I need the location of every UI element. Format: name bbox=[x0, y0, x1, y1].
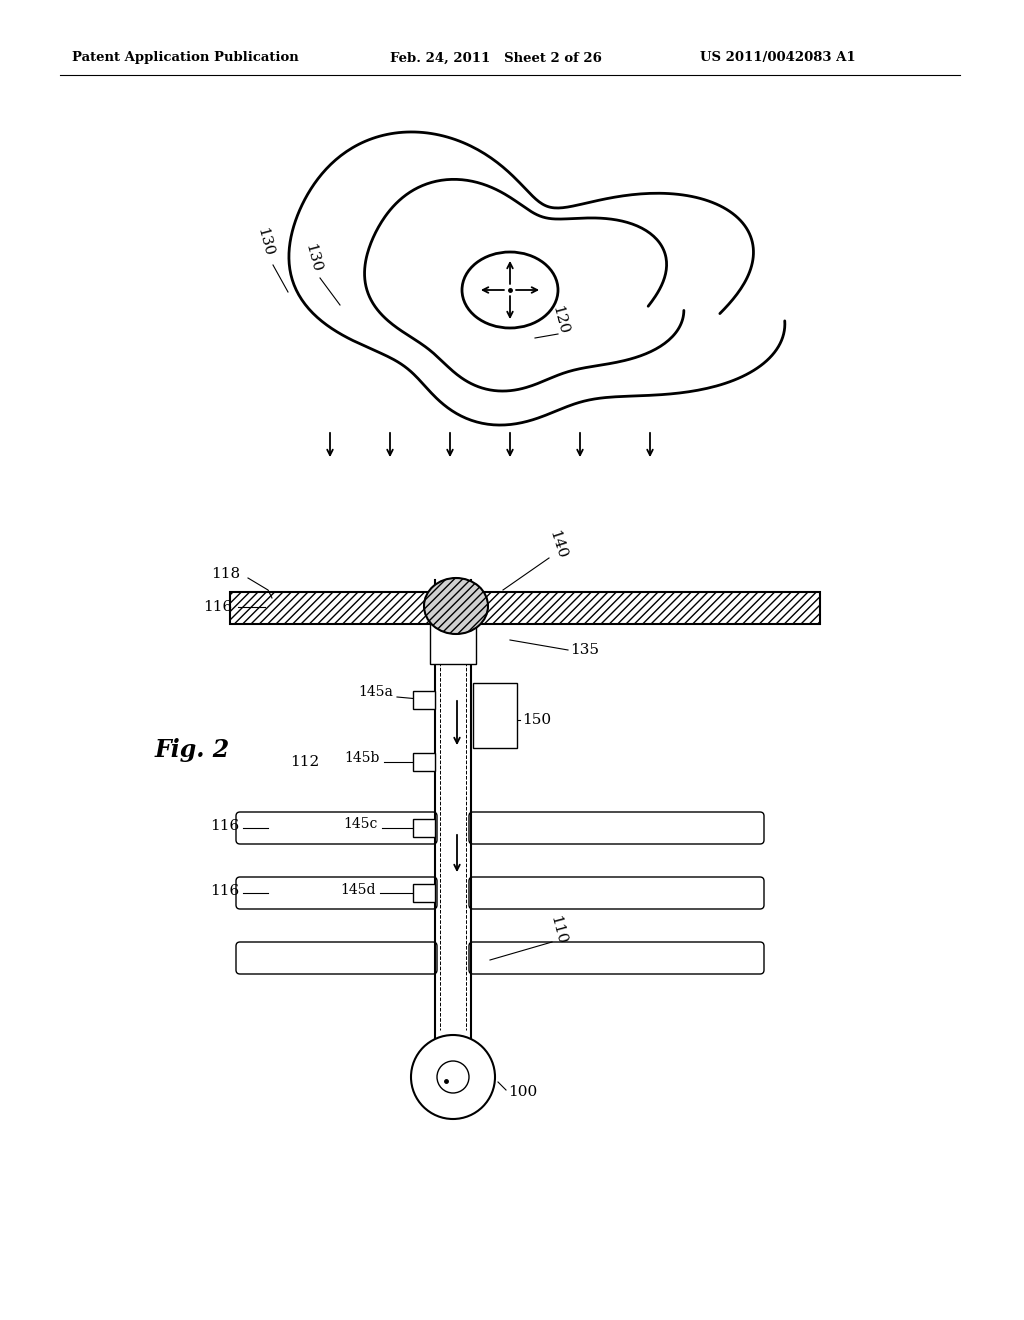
FancyBboxPatch shape bbox=[469, 812, 764, 843]
Ellipse shape bbox=[462, 252, 558, 327]
Text: 130: 130 bbox=[255, 226, 275, 257]
Bar bbox=[430, 624, 476, 664]
Text: 120: 120 bbox=[550, 304, 570, 335]
Text: Fig. 2: Fig. 2 bbox=[155, 738, 230, 762]
Bar bbox=[413, 884, 435, 902]
Text: 116: 116 bbox=[203, 601, 232, 614]
Bar bbox=[413, 690, 435, 709]
Text: 118: 118 bbox=[211, 568, 240, 581]
Ellipse shape bbox=[424, 578, 488, 634]
Text: 100: 100 bbox=[508, 1085, 538, 1100]
Text: 145c: 145c bbox=[344, 817, 378, 832]
Bar bbox=[230, 591, 820, 624]
Text: 145b: 145b bbox=[345, 751, 380, 766]
Circle shape bbox=[437, 1061, 469, 1093]
Text: 130: 130 bbox=[302, 242, 324, 273]
Text: 112: 112 bbox=[291, 755, 319, 770]
Bar bbox=[473, 682, 517, 748]
Text: 145a: 145a bbox=[358, 685, 393, 700]
FancyBboxPatch shape bbox=[236, 812, 437, 843]
Bar bbox=[230, 591, 820, 624]
Text: 110: 110 bbox=[548, 913, 568, 946]
FancyBboxPatch shape bbox=[236, 942, 437, 974]
Text: Feb. 24, 2011   Sheet 2 of 26: Feb. 24, 2011 Sheet 2 of 26 bbox=[390, 51, 602, 65]
Circle shape bbox=[411, 1035, 495, 1119]
FancyBboxPatch shape bbox=[469, 942, 764, 974]
FancyBboxPatch shape bbox=[469, 876, 764, 909]
Bar bbox=[413, 818, 435, 837]
Text: Patent Application Publication: Patent Application Publication bbox=[72, 51, 299, 65]
Text: 116: 116 bbox=[210, 884, 239, 898]
Bar bbox=[413, 752, 435, 771]
Text: 140: 140 bbox=[546, 529, 568, 561]
Text: US 2011/0042083 A1: US 2011/0042083 A1 bbox=[700, 51, 856, 65]
Text: 116: 116 bbox=[210, 818, 239, 833]
Text: 135: 135 bbox=[570, 643, 599, 657]
Text: 145d: 145d bbox=[341, 883, 376, 898]
FancyBboxPatch shape bbox=[236, 876, 437, 909]
Text: 150: 150 bbox=[522, 713, 551, 727]
